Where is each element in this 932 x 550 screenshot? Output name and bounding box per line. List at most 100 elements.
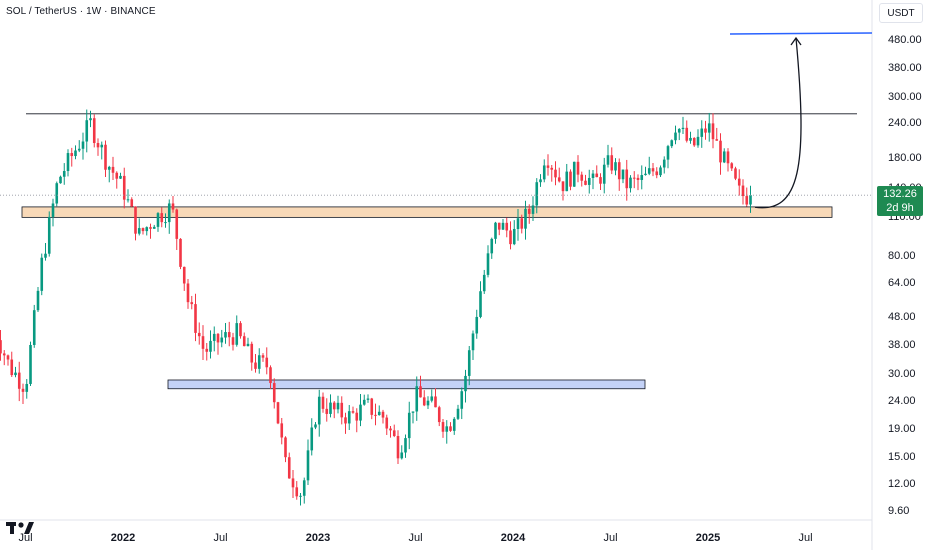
candle-body: [520, 218, 524, 229]
candle-body: [81, 141, 85, 149]
price-tick-label: 380.00: [888, 62, 922, 75]
price-tick-label: 15.00: [888, 451, 916, 464]
candle-body: [291, 478, 295, 488]
candle-body: [179, 238, 182, 267]
candle-body: [182, 266, 186, 284]
candle-body: [599, 177, 602, 184]
candle-body: [321, 396, 325, 409]
price-tick-label: 240.00: [888, 117, 922, 130]
candle-body: [692, 137, 696, 146]
candle-body: [419, 386, 422, 398]
candle-body: [126, 199, 130, 201]
currency-button[interactable]: USDT: [879, 3, 923, 23]
candle-body: [700, 128, 704, 137]
candle-body: [704, 128, 707, 133]
candle-body: [201, 336, 205, 349]
candle-body: [25, 383, 29, 392]
candle-body: [460, 391, 464, 409]
candle-body: [707, 123, 711, 133]
candle-body: [617, 162, 621, 180]
candle-body: [347, 411, 351, 424]
candle-body: [152, 226, 156, 229]
candle-body: [422, 397, 426, 406]
candle-body: [501, 222, 505, 230]
candle-body: [355, 412, 359, 421]
candle-body: [115, 172, 119, 179]
candle-body: [344, 417, 347, 424]
time-tick-label: 2025: [695, 532, 721, 544]
candle-body: [77, 148, 81, 151]
candle-body: [257, 355, 261, 369]
candle-body: [404, 438, 407, 453]
candle-body: [674, 132, 677, 141]
candle-body: [137, 228, 141, 234]
last-price-value: 132.26: [883, 188, 917, 200]
candle-body: [100, 144, 104, 148]
candle-body: [21, 388, 25, 392]
candle-body: [272, 383, 276, 403]
candle-body: [512, 228, 516, 245]
candle-body: [261, 355, 265, 358]
price-tick-label: 180.00: [888, 152, 922, 165]
time-tick-label: 2023: [305, 532, 331, 544]
candle-body: [632, 177, 636, 179]
candle-body: [351, 411, 355, 413]
candle-body: [332, 402, 336, 410]
candle-body: [467, 350, 471, 376]
candle-body: [659, 167, 662, 176]
candle-body: [134, 206, 137, 234]
candle-body: [719, 140, 722, 163]
candle-body: [287, 457, 291, 479]
candle-body: [269, 367, 272, 384]
candle-body: [374, 414, 377, 416]
candle-body: [475, 316, 479, 334]
candle-body: [516, 218, 520, 229]
candle-body: [370, 398, 374, 415]
projection-arrowhead: [790, 36, 802, 46]
candle-body: [479, 291, 482, 317]
candle-body: [734, 168, 737, 179]
candle-body: [310, 427, 314, 451]
price-tick-label: 9.60: [888, 505, 910, 517]
candle-body: [715, 139, 719, 141]
candle-body: [47, 216, 51, 254]
price-tick-label: 24.00: [888, 394, 916, 407]
candle-body: [377, 411, 381, 416]
candle-body: [92, 118, 96, 144]
candle-body: [554, 169, 557, 178]
candle-body: [284, 437, 287, 458]
candle-body: [640, 175, 644, 180]
candle-body: [471, 333, 475, 351]
candle-body: [209, 340, 212, 352]
candle-body: [666, 146, 670, 160]
time-tick-label: 2024: [500, 532, 526, 544]
candle-body: [561, 181, 565, 192]
candle-body: [441, 422, 445, 432]
candle-body: [122, 175, 126, 200]
candle-body: [542, 165, 546, 180]
price-tick-label: 80.00: [888, 249, 916, 262]
candle-body: [111, 166, 115, 173]
bar-countdown: 2d 9h: [886, 202, 914, 214]
candle-body: [175, 209, 179, 239]
candle-body: [299, 495, 302, 497]
candle-body: [587, 177, 591, 185]
candle-body: [527, 208, 531, 214]
candle-body: [464, 375, 467, 392]
price-tick-label: 19.00: [888, 422, 916, 435]
tradingview-logo-icon[interactable]: [6, 520, 36, 536]
candle-body: [36, 290, 40, 311]
candle-body: [407, 412, 411, 439]
candle-body: [212, 333, 216, 341]
candle-body: [385, 417, 389, 429]
candle-body: [722, 151, 726, 163]
support-zone: [21, 206, 833, 218]
candle-body: [497, 222, 501, 230]
time-tick-label: 2022: [110, 532, 136, 544]
candle-body: [602, 164, 606, 184]
candle-body: [456, 408, 460, 419]
candle-body: [276, 402, 280, 424]
time-tick-label: Jul: [213, 532, 228, 544]
